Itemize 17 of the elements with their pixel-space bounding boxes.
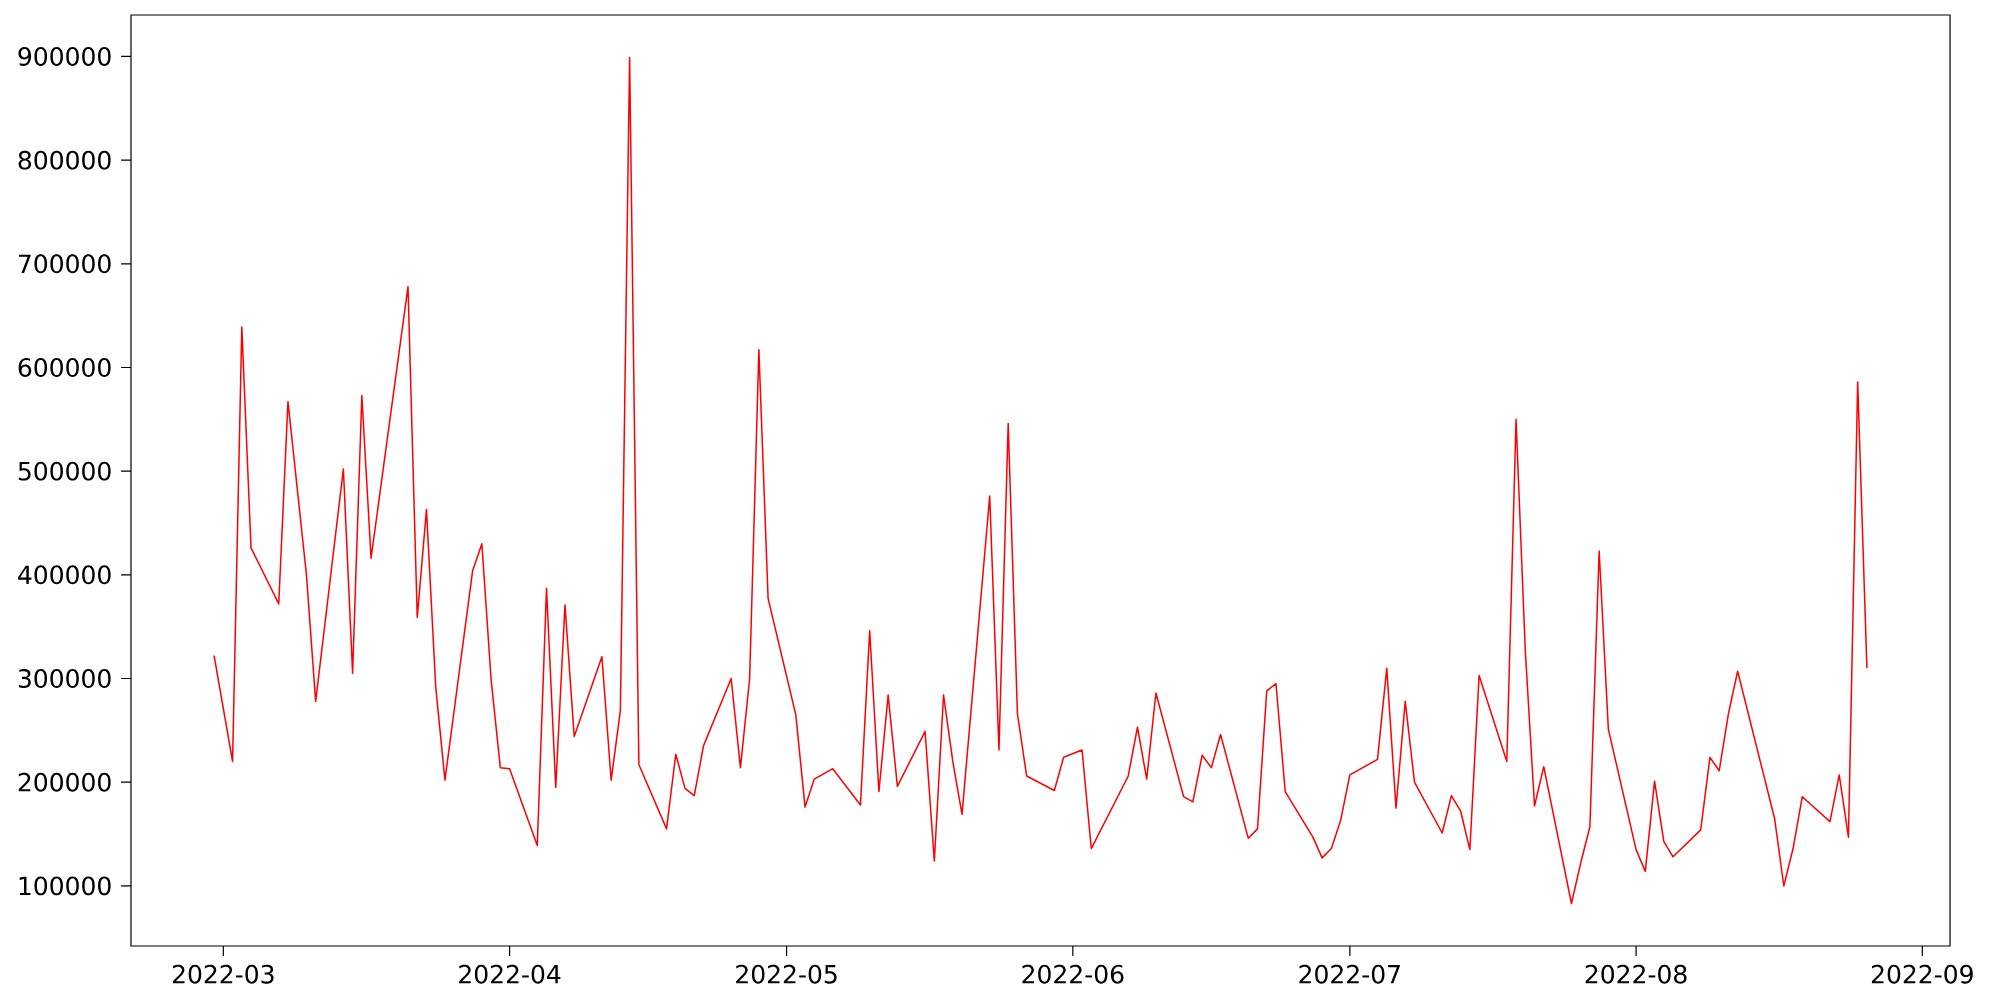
y-tick-label: 200000	[18, 772, 111, 792]
y-tick-label: 800000	[18, 150, 111, 170]
line-series	[213, 56, 1868, 905]
x-tick-label: 2022-08	[1585, 964, 1687, 984]
x-tick-label: 2022-09	[1871, 964, 1973, 984]
y-tick-label: 300000	[18, 669, 111, 688]
y-tick-label: 400000	[18, 565, 111, 585]
x-tick-label: 2022-05	[736, 964, 837, 984]
y-tick-label: 500000	[18, 461, 111, 481]
x-tick-label: 2022-06	[1022, 964, 1124, 984]
y-tick-label: 700000	[18, 254, 111, 274]
x-tick-label: 2022-07	[1299, 964, 1400, 984]
y-tick-label: 100000	[19, 876, 111, 896]
y-tick-label: 600000	[18, 358, 111, 377]
x-tick-label: 2022-04	[459, 964, 561, 984]
x-tick-label: 2022-03	[172, 964, 274, 984]
y-tick-label: 900000	[18, 46, 111, 66]
